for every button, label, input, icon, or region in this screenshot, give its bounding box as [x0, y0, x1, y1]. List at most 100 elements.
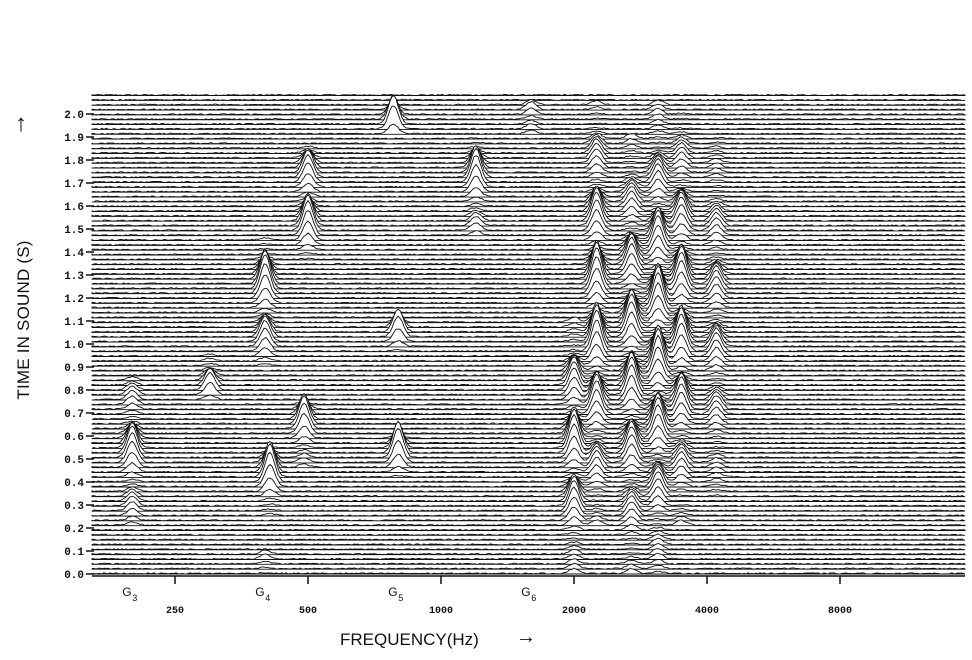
spectrum-trace	[91, 486, 966, 512]
spectrum-trace	[91, 233, 966, 261]
spectrum-trace	[91, 475, 967, 503]
y-tick-label: 0.0	[64, 570, 84, 582]
spectrum-trace	[91, 506, 966, 522]
up-arrow-icon: ↑	[15, 110, 27, 137]
spectrum-trace	[91, 163, 967, 188]
spectrum-trace	[91, 136, 967, 150]
x-tick-label: 500	[299, 606, 317, 617]
spectrum-trace	[91, 391, 967, 420]
spectrum-trace	[91, 209, 965, 242]
spectrum-trace	[91, 463, 967, 488]
spectrum-trace	[91, 567, 966, 575]
note-label: G	[255, 585, 264, 599]
y-tick-label: 1.2	[64, 294, 84, 306]
spectrum-trace	[91, 388, 966, 416]
spectrum-trace	[91, 407, 967, 445]
y-tick-label: 0.1	[64, 547, 84, 559]
spectrum-trace	[91, 186, 967, 203]
spectrum-trace	[91, 98, 966, 101]
spectrum-traces	[91, 93, 967, 575]
y-tick-label: 1.1	[64, 317, 84, 329]
spectrum-trace	[91, 558, 967, 565]
y-tick-label: 1.6	[64, 202, 84, 214]
spectrum-trace	[91, 293, 967, 329]
spectrum-trace	[91, 145, 966, 174]
spectrum-trace	[91, 543, 966, 551]
spectrum-trace	[91, 93, 967, 97]
note-label: G	[122, 585, 131, 599]
spectrum-trace	[91, 380, 966, 411]
y-tick-label: 0.3	[64, 501, 84, 513]
spectrum-trace	[91, 334, 966, 372]
spectrum-trace	[91, 537, 967, 546]
note-label: G	[388, 585, 397, 599]
spectrum-trace	[91, 262, 966, 300]
note-label: G	[521, 585, 530, 599]
spectrum-trace	[91, 271, 967, 309]
y-tick-label: 1.7	[64, 179, 84, 191]
spectrum-trace	[91, 236, 966, 266]
spectrum-trace	[91, 105, 967, 130]
x-axis-label: FREQUENCY(Hz)	[340, 630, 479, 649]
spectrum-trace	[91, 185, 966, 213]
spectrum-trace	[91, 396, 967, 430]
spectrum-trace	[91, 364, 966, 396]
note-octave-label: 5	[398, 593, 403, 603]
y-tick-label: 0.7	[64, 409, 84, 421]
spectrum-trace	[91, 451, 967, 483]
y-tick-label: 0.9	[64, 363, 84, 375]
spectrum-trace	[91, 414, 967, 449]
spectrum-trace	[91, 324, 966, 362]
spectrum-trace	[91, 471, 966, 493]
spectrum-trace	[91, 132, 967, 140]
y-tick-label: 0.5	[64, 455, 84, 467]
spectrum-trace	[91, 356, 967, 391]
y-tick-label: 1.9	[64, 133, 84, 145]
spectrum-trace	[91, 175, 966, 193]
spectrum-trace	[91, 281, 967, 314]
spectrum-trace	[91, 145, 967, 169]
y-axis-label: TIME IN SOUND (S)	[14, 240, 33, 400]
spectrum-trace	[91, 420, 967, 454]
spectrum-trace	[91, 100, 966, 111]
spectrum-trace	[91, 288, 967, 319]
note-octave-label: 6	[531, 593, 536, 603]
spectrum-trace	[91, 232, 966, 256]
y-axis: 0.0 0.1 0.2 0.3 0.4 0.5 0.6 0.7 0.8 0.9 1.0 1.1 1.2 1…	[64, 110, 94, 582]
spectrum-trace	[91, 533, 966, 541]
x-tick-label: 1000	[429, 606, 453, 617]
y-tick-label: 1.0	[64, 340, 84, 352]
spectrum-trace	[91, 155, 967, 184]
spectrum-trace	[91, 264, 966, 304]
spectrum-trace	[91, 288, 967, 324]
spectrum-trace	[91, 138, 966, 155]
y-tick-label: 1.3	[64, 271, 84, 283]
y-tick-label: 0.8	[64, 386, 84, 398]
spectrum-trace	[91, 142, 967, 159]
spectrum-trace	[91, 94, 967, 121]
spectrum-trace	[91, 406, 967, 440]
spectrum-trace	[91, 319, 966, 353]
y-tick-label: 1.8	[64, 156, 84, 168]
spectrum-trace	[91, 242, 966, 271]
spectrum-trace	[91, 351, 967, 387]
y-tick-label: 1.5	[64, 225, 84, 237]
spectrum-trace	[91, 94, 966, 126]
spectrum-trace	[91, 99, 967, 116]
y-tick-label: 0.6	[64, 432, 84, 444]
y-tick-label: 2.0	[64, 110, 84, 122]
spectrum-trace	[91, 496, 966, 517]
x-tick-label: 4000	[695, 606, 719, 617]
spectrum-trace	[91, 301, 966, 338]
spectrum-trace	[91, 530, 965, 536]
spectrum-trace	[91, 562, 967, 570]
x-tick-label: 8000	[828, 606, 852, 617]
spectrum-trace	[91, 182, 967, 198]
right-arrow-icon: →	[516, 626, 536, 648]
spectrum-trace	[91, 349, 965, 382]
spectrum-trace	[91, 553, 966, 561]
spectrum-trace	[91, 309, 967, 348]
x-tick-label: 2000	[562, 606, 586, 617]
